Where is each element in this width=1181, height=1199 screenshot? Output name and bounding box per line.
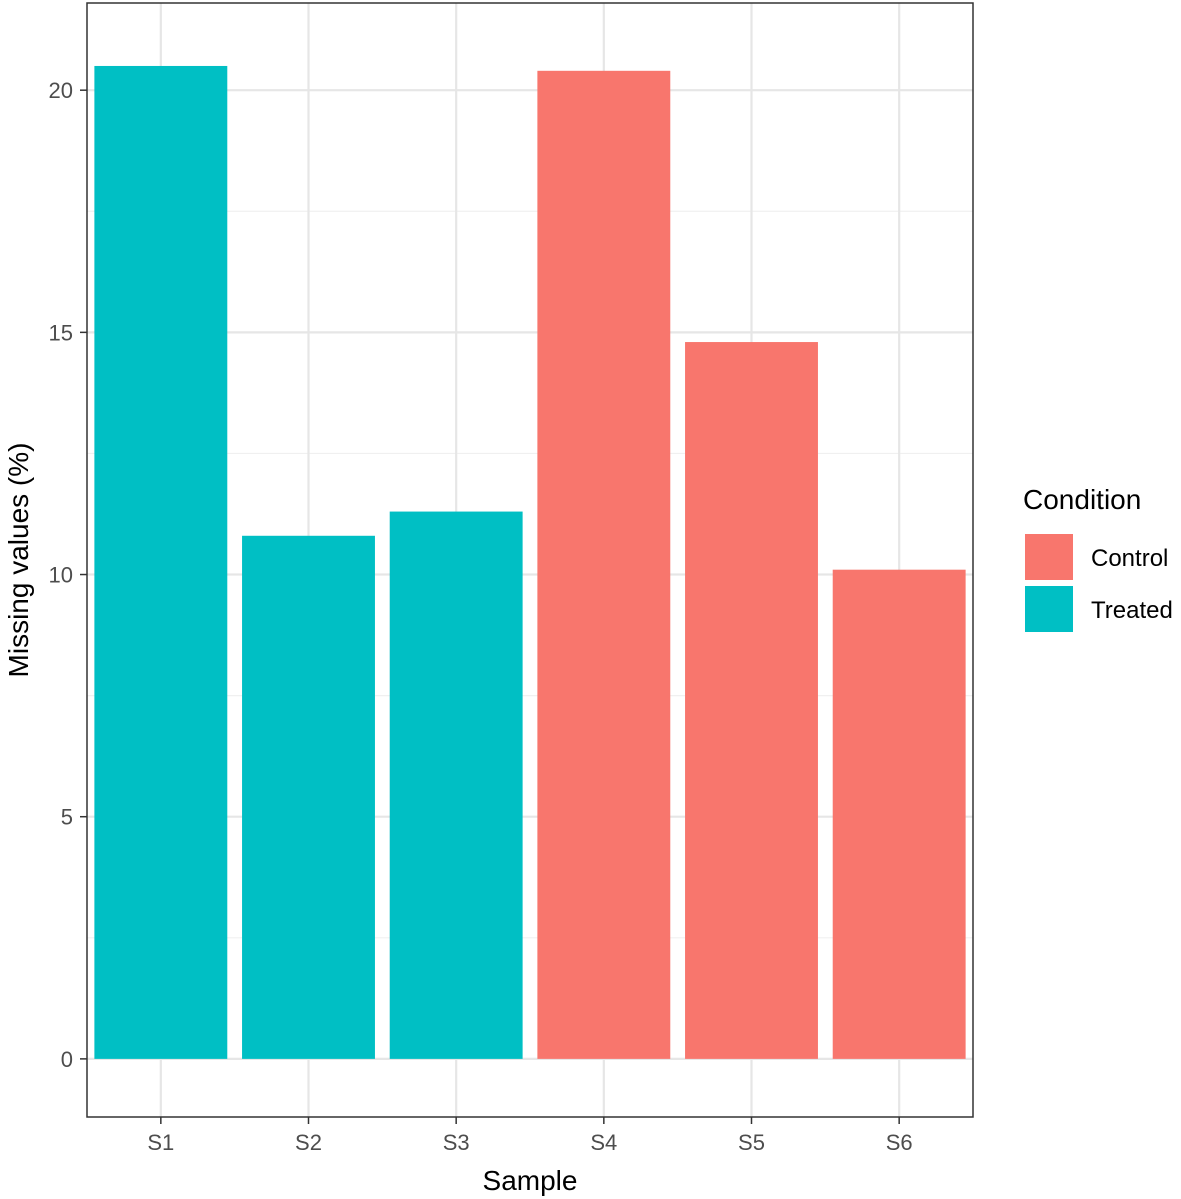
bars [94, 65, 966, 1059]
bar-s3 [389, 511, 523, 1059]
legend-label-treated: Treated [1091, 597, 1173, 624]
legend-label-control: Control [1091, 545, 1168, 572]
legend-swatch-control [1025, 534, 1073, 580]
plot-panel-border [86, 2, 974, 1118]
x-tick-label: S6 [886, 1130, 913, 1155]
bar-s6 [832, 569, 966, 1059]
x-tick-label: S4 [590, 1130, 617, 1155]
legend: Condition Control Treated [1023, 484, 1173, 632]
bar-s4 [537, 70, 671, 1059]
bar-s1 [94, 65, 228, 1059]
x-tick-label: S3 [443, 1130, 470, 1155]
bar-s5 [685, 342, 818, 1059]
legend-title: Condition [1023, 484, 1141, 515]
x-tick-label: S1 [147, 1130, 174, 1155]
y-tick-label: 0 [61, 1047, 73, 1072]
y-tick-label: 20 [49, 78, 73, 103]
y-axis-ticks: 0 5 10 15 20 [49, 78, 87, 1072]
x-tick-label: S2 [295, 1130, 322, 1155]
y-tick-label: 10 [49, 563, 73, 588]
x-tick-label: S5 [738, 1130, 765, 1155]
bar-s2 [242, 535, 375, 1059]
y-tick-label: 15 [49, 320, 73, 345]
legend-swatch-treated [1025, 586, 1073, 632]
y-axis-title: Missing values (%) [3, 443, 34, 678]
x-axis-title: Sample [483, 1165, 578, 1196]
y-tick-label: 5 [61, 805, 73, 830]
x-axis-ticks: S1 S2 S3 S4 S5 S6 [147, 1117, 913, 1155]
